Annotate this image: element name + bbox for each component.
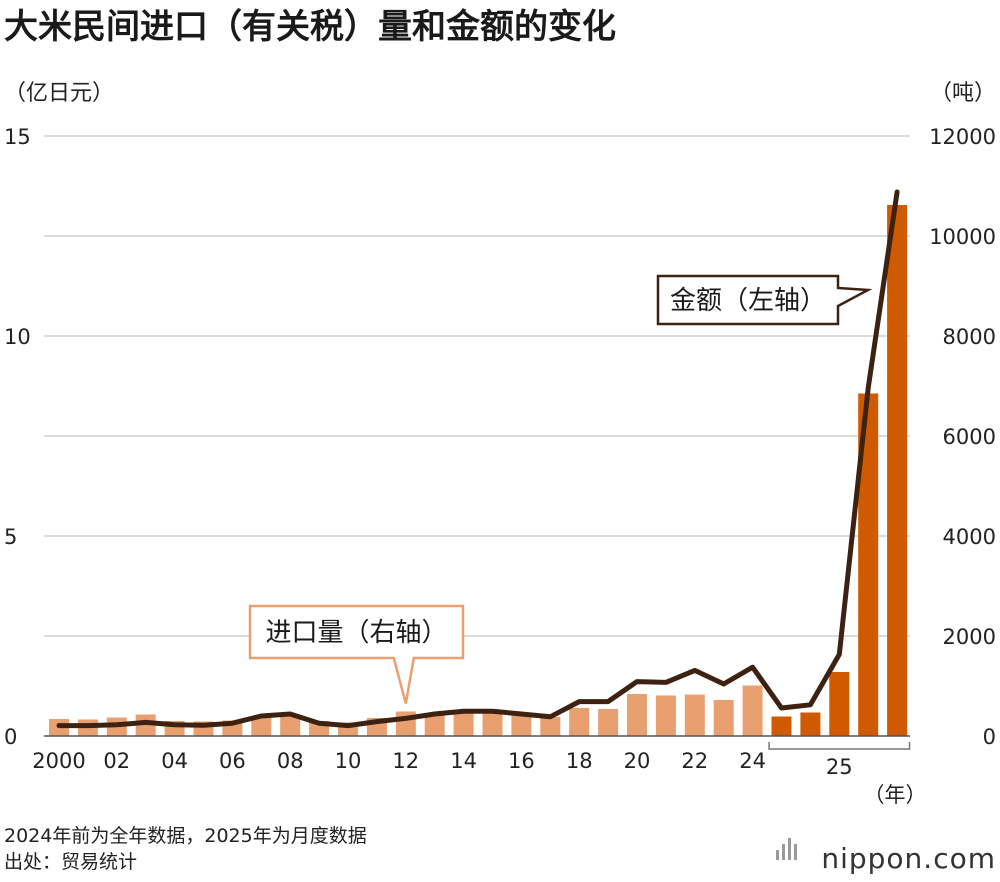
x-axis-tick-label: 04 xyxy=(161,749,188,773)
bar-2025-3 xyxy=(829,672,850,736)
bar-2017 xyxy=(540,717,561,736)
bar-2018 xyxy=(569,708,590,736)
x-axis-2025-bracket xyxy=(768,742,911,750)
callout-volume-text: 进口量（右轴） xyxy=(265,618,447,648)
right-axis-unit-label: （吨） xyxy=(930,81,996,106)
right-axis-tick-label: 12000 xyxy=(929,125,996,149)
x-axis-tick-label: 22 xyxy=(681,749,708,773)
note-data-basis: 2024年前为全年数据，2025年为月度数据 xyxy=(4,825,367,847)
bar-2025-1 xyxy=(771,716,792,736)
x-axis-tick-label: 02 xyxy=(103,749,130,773)
bar-2025-5 xyxy=(887,205,908,736)
value-line xyxy=(56,189,900,729)
x-axis-unit-label: （年） xyxy=(864,783,927,807)
note-source: 出处：贸易统计 xyxy=(4,851,137,873)
callout-import-volume: 进口量（右轴） xyxy=(248,604,465,704)
import-volume-bars xyxy=(49,205,908,736)
right-axis-ticks: 0 2000 4000 6000 8000 10000 12000 xyxy=(929,125,996,749)
callout-volume-bubble xyxy=(248,604,465,704)
bar-2023 xyxy=(713,700,734,736)
bar-2003 xyxy=(135,714,156,736)
import-value-line xyxy=(56,189,900,729)
nippon-logo-text: nippon.com xyxy=(821,842,996,875)
bar-2015 xyxy=(482,712,503,736)
left-axis-ticks: 0 5 10 15 xyxy=(4,125,31,749)
left-axis-tick-label: 15 xyxy=(4,125,31,149)
bar-2022 xyxy=(684,694,705,736)
bar-2014 xyxy=(453,712,474,736)
x-axis-tick-label: 20 xyxy=(624,749,651,773)
left-axis-tick-label: 10 xyxy=(4,325,31,349)
bar-2007 xyxy=(251,717,272,736)
logo-mark-bar xyxy=(794,844,797,860)
x-axis-tick-label: 08 xyxy=(277,749,304,773)
x-axis-tick-label: 18 xyxy=(566,749,593,773)
callout-import-value: 金额（左轴） xyxy=(656,274,873,326)
x-axis-tick-label: 14 xyxy=(450,749,477,773)
left-axis-unit-label: （亿日元） xyxy=(4,81,114,106)
right-axis-tick-label: 8000 xyxy=(943,325,996,349)
x-axis-tick-label: 16 xyxy=(508,749,535,773)
x-axis-tick-label: 2000 xyxy=(32,749,85,773)
logo-mark-bar xyxy=(788,838,791,860)
bar-2025-4 xyxy=(858,393,879,736)
logo-mark-bar xyxy=(776,850,779,860)
logo-mark-bar xyxy=(782,844,785,860)
bar-2021 xyxy=(655,695,676,736)
chart-title: 大米民间进口（有关税）量和金额的变化 xyxy=(4,7,616,47)
x-axis-tick-label: 24 xyxy=(739,749,766,773)
nippon-logo-mark-icon xyxy=(776,838,797,860)
bar-2024 xyxy=(742,685,763,736)
callout-value-text: 金额（左轴） xyxy=(670,286,826,316)
x-axis-tick-label: 06 xyxy=(219,749,246,773)
x-axis-tick-label: 12 xyxy=(392,749,419,773)
right-axis-tick-label: 2000 xyxy=(943,625,996,649)
bar-2013 xyxy=(424,715,445,736)
left-axis-tick-label: 5 xyxy=(4,525,17,549)
x-axis: 2000 02 04 06 08 10 12 14 16 18 20 22 24 25 xyxy=(32,735,911,779)
x-axis-tick-label: 10 xyxy=(335,749,362,773)
left-axis-tick-label: 0 xyxy=(4,725,17,749)
callout-value-bubble xyxy=(656,274,873,326)
bar-2016 xyxy=(511,714,532,736)
bar-2019 xyxy=(598,709,619,736)
gridlines xyxy=(44,135,910,637)
right-axis-tick-label: 0 xyxy=(983,725,996,749)
nippon-logo: nippon.com xyxy=(776,838,996,875)
bar-2025-2 xyxy=(800,712,821,736)
bar-2020 xyxy=(627,694,647,736)
x-axis-tick-label: 25 xyxy=(826,755,853,779)
right-axis-tick-label: 10000 xyxy=(929,225,996,249)
right-axis-tick-label: 6000 xyxy=(943,425,996,449)
right-axis-tick-label: 4000 xyxy=(943,525,996,549)
bar-2008 xyxy=(280,715,301,736)
